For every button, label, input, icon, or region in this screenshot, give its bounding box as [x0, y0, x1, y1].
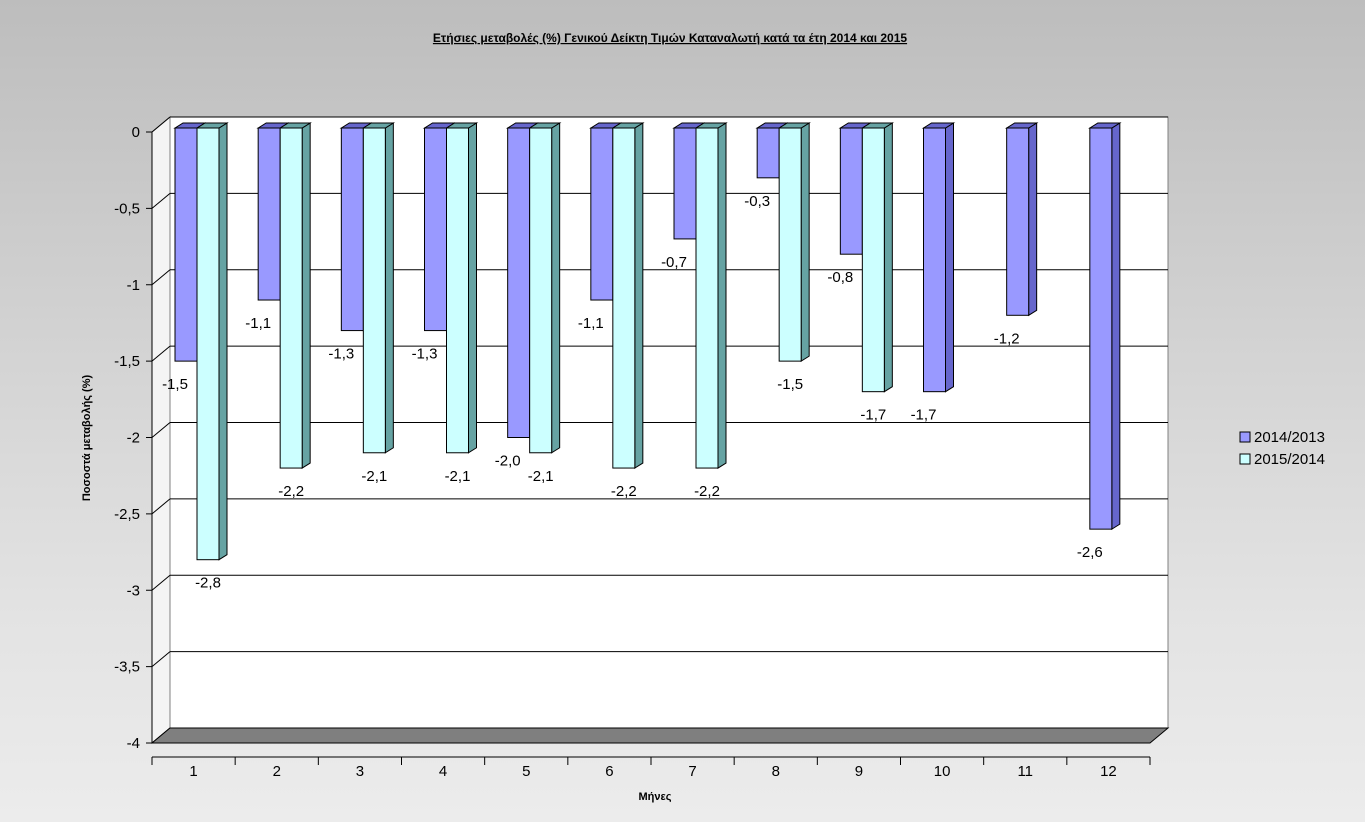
- x-tick-label: 2: [273, 763, 281, 780]
- data-label: -0,8: [827, 269, 853, 286]
- x-tick-label: 10: [934, 763, 951, 780]
- bar-side: [1111, 122, 1121, 531]
- x-tick-label: 6: [605, 763, 613, 780]
- bar-side: [551, 122, 561, 454]
- data-label: -2,8: [195, 575, 221, 592]
- legend-label: 2015/2014: [1254, 451, 1325, 468]
- bar-side: [468, 122, 477, 454]
- data-label: -2,2: [694, 483, 720, 500]
- data-label: -1,1: [245, 315, 271, 332]
- bar: [424, 127, 447, 332]
- y-axis-title: Ποσοστά μεταβολής (%): [81, 375, 93, 502]
- bar: [923, 127, 946, 393]
- gridline-depth: [151, 269, 171, 286]
- bar: [529, 127, 553, 454]
- legend-swatch: [1239, 431, 1251, 443]
- data-label: -1,7: [911, 407, 937, 424]
- legend-label: 2014/2013: [1254, 429, 1325, 446]
- gridline-depth: [151, 345, 171, 362]
- chart-title: Ετήσιες μεταβολές (%) Γενικού Δείκτη Τιμ…: [433, 31, 907, 45]
- bar: [1089, 127, 1113, 530]
- data-label: -0,7: [661, 254, 687, 271]
- legend-swatch: [1239, 453, 1251, 465]
- bar: [279, 127, 303, 469]
- data-label: -2,2: [611, 483, 637, 500]
- bar-side: [384, 122, 394, 454]
- y-tick-label: -0,5: [114, 200, 140, 217]
- y-tick-label: 0: [132, 124, 140, 141]
- data-label: -1,2: [994, 330, 1020, 347]
- gridline-depth: [151, 651, 171, 668]
- bar: [839, 127, 863, 255]
- data-label: -2,6: [1077, 544, 1103, 561]
- bar: [695, 127, 719, 469]
- y-tick-label: -1: [127, 277, 140, 294]
- x-axis-title: Μήνες: [639, 791, 672, 803]
- data-label: -1,5: [162, 376, 188, 393]
- bar: [362, 127, 386, 454]
- bar: [196, 127, 220, 561]
- gridline-depth: [151, 574, 171, 591]
- x-tick-label: 1: [189, 763, 197, 780]
- x-tick-label: 11: [1017, 763, 1033, 780]
- bar: [861, 127, 885, 393]
- bar: [673, 127, 697, 240]
- data-label: -2,1: [445, 468, 471, 485]
- bar-side: [717, 122, 727, 469]
- bar: [1006, 127, 1030, 316]
- y-tick-label: -2,5: [114, 506, 140, 523]
- bar-side: [218, 122, 228, 561]
- data-label: -1,3: [328, 346, 354, 363]
- x-tick-label: 12: [1100, 763, 1117, 780]
- gridline-depth: [151, 116, 171, 133]
- bar: [507, 127, 531, 438]
- bar-side: [800, 122, 810, 363]
- bar: [174, 127, 198, 362]
- gridline-depth: [151, 422, 171, 438]
- data-label: -2,1: [361, 468, 387, 485]
- y-tick-label: -3,5: [114, 659, 140, 676]
- gridline-depth: [151, 192, 171, 209]
- bar: [612, 127, 636, 469]
- x-tick-label: 5: [522, 763, 530, 780]
- data-label: -1,5: [777, 376, 803, 393]
- x-tick-label: 9: [855, 763, 863, 780]
- bar-side: [1028, 122, 1038, 317]
- legend: 2014/2013 2015/2014: [1239, 429, 1325, 468]
- x-tick-label: 3: [356, 763, 364, 780]
- data-label: -1,3: [412, 346, 438, 363]
- bar: [756, 127, 780, 179]
- bar: [590, 127, 614, 301]
- data-label: -1,1: [578, 315, 604, 332]
- bar-side: [945, 122, 954, 393]
- data-label: -0,3: [744, 193, 770, 210]
- bars: [173, 122, 1122, 561]
- data-label: -2,1: [528, 468, 554, 485]
- data-label: -1,7: [860, 407, 886, 424]
- x-tick-label: 7: [688, 763, 696, 780]
- bar: [446, 127, 469, 454]
- gridline-depth: [151, 498, 171, 515]
- y-tick-label: -3: [127, 582, 140, 599]
- bar: [340, 127, 364, 332]
- y-tick-label: -1,5: [114, 353, 140, 370]
- bar-side: [634, 122, 644, 469]
- x-tick-label: 4: [439, 763, 447, 780]
- bar: [778, 127, 802, 362]
- bar-side: [883, 122, 893, 393]
- plot-floor: [150, 727, 1170, 744]
- data-label: -2,2: [278, 483, 304, 500]
- data-label: -2,0: [495, 453, 521, 470]
- y-tick-label: -2: [127, 430, 140, 447]
- x-tick-label: 8: [772, 763, 780, 780]
- bar-side: [301, 122, 311, 469]
- y-tick-label: -4: [127, 735, 140, 752]
- bar: [257, 127, 281, 301]
